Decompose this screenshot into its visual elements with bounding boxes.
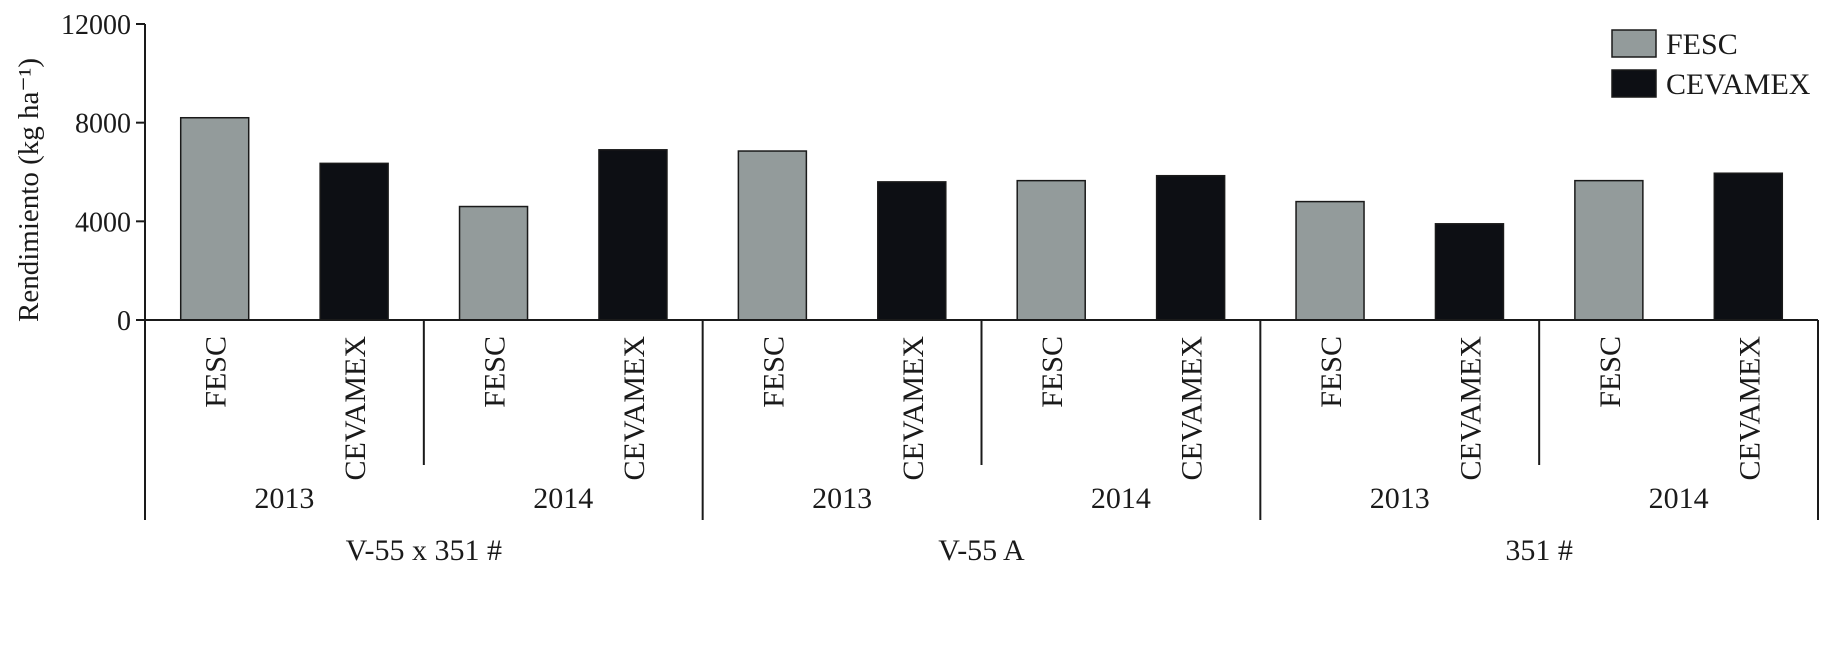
x-category-label: FESC [1315, 336, 1348, 408]
bars [179, 116, 1784, 321]
legend-label-cevamex: CEVAMEX [1666, 68, 1811, 101]
x-category-label: CEVAMEX [1733, 336, 1766, 481]
bar-cevamex [1713, 172, 1784, 321]
bar-cevamex [1155, 174, 1226, 321]
year-label: 2013 [1370, 482, 1430, 515]
group-label: V-55 A [938, 534, 1025, 567]
bar-fesc [179, 116, 250, 321]
x-category-label: CEVAMEX [1176, 336, 1209, 481]
bar-fesc [1574, 179, 1644, 321]
bar-cevamex [877, 181, 947, 321]
y-axis-label: Rendimiento (kg ha⁻¹) [13, 58, 45, 322]
group-label: V-55 x 351 # [346, 534, 502, 567]
x-axis: FESC CEVAMEX FESC CEVAMEX FESC CEVAMEX FESC CEV… [144, 319, 1819, 567]
legend-label-fesc: FESC [1666, 28, 1738, 61]
bar-fesc [1295, 200, 1365, 321]
legend-swatch-cevamex [1611, 69, 1657, 98]
y-tick-label: 4000 [75, 207, 131, 238]
year-label: 2013 [254, 482, 314, 515]
bar-fesc [737, 150, 808, 321]
bar-cevamex [1434, 223, 1505, 321]
legend-swatch-fesc [1611, 29, 1657, 58]
x-category-label: CEVAMEX [897, 336, 930, 481]
year-label: 2014 [533, 482, 593, 515]
x-category-label: FESC [1594, 336, 1627, 408]
x-category-label: FESC [757, 336, 790, 408]
x-category-label: CEVAMEX [339, 336, 372, 481]
bar-cevamex [598, 149, 668, 321]
y-tick-label: 8000 [75, 109, 131, 140]
x-category-label: FESC [1036, 336, 1069, 408]
group-label: 351 # [1505, 534, 1573, 567]
y-tick-label: 0 [117, 306, 131, 337]
bar-cevamex [319, 162, 389, 321]
x-category-label: CEVAMEX [618, 336, 651, 481]
year-label: 2014 [1091, 482, 1151, 515]
bar-fesc [1016, 179, 1086, 321]
x-category-label: FESC [479, 336, 512, 408]
legend: FESC CEVAMEX [1611, 28, 1811, 101]
y-tick-label: 12000 [61, 10, 131, 41]
y-axis: 0 4000 8000 12000 [61, 10, 146, 337]
year-label: 2013 [812, 482, 872, 515]
bar-fesc [458, 205, 529, 321]
x-category-label: FESC [200, 336, 233, 408]
year-label: 2014 [1649, 482, 1709, 515]
x-category-label: CEVAMEX [1454, 336, 1487, 481]
